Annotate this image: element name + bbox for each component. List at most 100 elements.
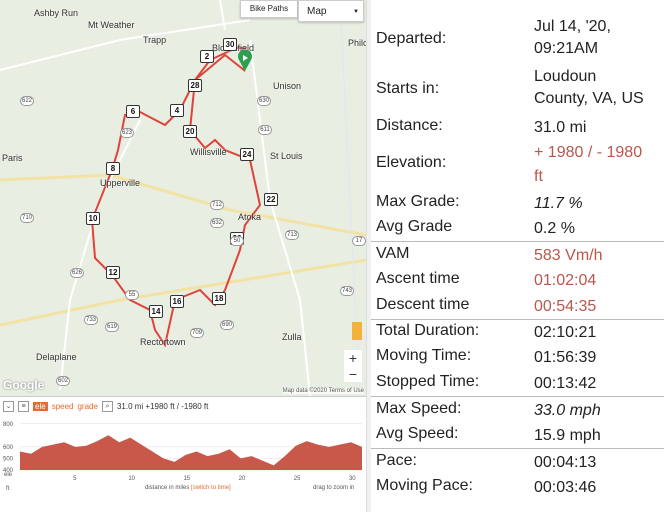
departed-value-line1: Jul 14, '20,	[534, 18, 611, 35]
vam-value: 583 Vm/h	[534, 247, 603, 264]
road-shield: 630	[257, 96, 271, 106]
route-marker[interactable]: 18	[212, 292, 226, 305]
town-label: Rectortown	[140, 337, 186, 347]
collapse-icon[interactable]: ⌄	[3, 400, 14, 412]
elevation-area	[20, 435, 362, 470]
max-speed-label: Max Speed:	[376, 400, 462, 417]
route-marker[interactable]: 16	[170, 295, 184, 308]
x-tick-label: 20	[239, 476, 246, 482]
road-shield: 623	[120, 128, 134, 138]
ascent-time-label: Ascent time	[376, 270, 460, 287]
max-grade-label: Max Grade:	[376, 193, 460, 210]
elevation-chart[interactable]: 800 600 500 400 5 10 15 20 25 30 ele ft distance…	[0, 414, 366, 512]
avg-grade-value: 0.2 %	[534, 220, 575, 237]
road-shield: 710	[20, 213, 34, 223]
chevron-down-icon: ▼	[353, 9, 359, 15]
stopped-time-value: 00:13:42	[534, 375, 597, 392]
x-tick-label: 25	[294, 476, 301, 482]
descent-time-value: 00:54:35	[534, 298, 597, 315]
town-label: Upperville	[100, 178, 141, 188]
town-label: St Louis	[270, 151, 303, 161]
town-label: Paris	[2, 153, 23, 163]
starts-value-line2: County, VA, US	[534, 90, 644, 107]
separator	[371, 319, 664, 320]
y-tick-label: 800	[3, 422, 14, 428]
route-marker[interactable]: 6	[126, 105, 140, 118]
total-duration-value: 02:10:21	[534, 324, 597, 341]
toggle-speed[interactable]: speed	[51, 401, 74, 411]
zoom-out-button[interactable]: −	[344, 366, 362, 382]
road-shield: 17	[352, 236, 366, 246]
moving-time-value: 01:56:39	[534, 349, 597, 366]
stats-panel: Departed: Jul 14, '20, 09:21AM Starts in…	[371, 0, 664, 512]
route-marker[interactable]: 2	[200, 50, 214, 63]
route-map[interactable]: Ashby Run Mt Weather Trapp Bloomfield Ph…	[0, 0, 366, 396]
descent-time-label: Descent time	[376, 296, 470, 313]
departed-value-line2: 09:21AM	[534, 40, 599, 57]
x-axis-caption: distance in miles [switch to time]	[145, 485, 231, 491]
road-shield: 632	[210, 218, 224, 228]
route-marker[interactable]: 10	[86, 212, 100, 225]
road-shield: 709	[190, 328, 204, 338]
route-marker[interactable]: 4	[170, 104, 184, 117]
stopped-time-label: Stopped Time:	[376, 373, 480, 390]
road-shield: 712	[210, 200, 224, 210]
vam-label: VAM	[376, 245, 410, 262]
street-view-pegman-icon[interactable]	[350, 322, 362, 340]
road-shield: 50	[230, 236, 244, 246]
zoom-in-button[interactable]: +	[344, 350, 362, 366]
y-tick-label: 500	[3, 456, 14, 462]
elevation-value-line2: ft	[534, 168, 543, 185]
avg-grade-label: Avg Grade	[376, 218, 453, 235]
map-type-label: Map	[307, 6, 327, 17]
town-label: Atoka	[238, 212, 262, 222]
road-shield: 602	[56, 376, 70, 386]
google-logo: Google	[3, 378, 45, 392]
separator	[371, 241, 664, 242]
x-tick-label: 5	[73, 476, 77, 482]
route-marker[interactable]: 20	[183, 125, 197, 138]
route-marker[interactable]: 30	[223, 38, 237, 51]
zoom-icon[interactable]: ⌕	[101, 400, 113, 412]
route-marker[interactable]: 14	[149, 305, 163, 318]
route-marker[interactable]: 24	[240, 148, 254, 161]
route-marker[interactable]: 22	[264, 193, 278, 206]
bike-paths-button[interactable]: Bike Paths	[240, 0, 298, 18]
profile-toolbar: ⌄ ≡ ele speed grade ⌕ 31.0 mi +1980 ft /…	[0, 396, 366, 415]
avg-speed-value: 15.9 mph	[534, 427, 601, 444]
map-attribution[interactable]: Map data ©2020 Terms of Use	[282, 388, 364, 394]
road-shield: 713	[285, 230, 299, 240]
toggle-grade[interactable]: grade	[77, 401, 98, 411]
road-shield: 622	[20, 96, 34, 106]
avg-speed-label: Avg Speed:	[376, 425, 459, 442]
x-unit-label: ele	[4, 472, 13, 478]
road-shield: 626	[70, 268, 84, 278]
route-marker[interactable]: 8	[106, 162, 120, 175]
ascent-time-value: 01:02:04	[534, 272, 597, 289]
town-label: Trapp	[143, 35, 167, 45]
pace-label: Pace:	[376, 452, 417, 469]
start-flag-icon[interactable]	[237, 50, 253, 72]
map-type-select[interactable]: Map ▼	[298, 0, 364, 22]
distance-value: 31.0 mi	[534, 119, 587, 136]
road-shield: 611	[258, 125, 272, 135]
route-marker[interactable]: 12	[106, 266, 120, 279]
route-marker[interactable]: 28	[188, 79, 202, 92]
departed-label: Departed:	[376, 30, 447, 47]
separator	[371, 396, 664, 397]
x-tick-label: 15	[183, 476, 190, 482]
max-speed-value: 33.0 mph	[534, 402, 601, 419]
panel-divider[interactable]	[366, 0, 371, 512]
elevation-value-line1: + 1980 / - 1980	[534, 144, 643, 161]
toggle-ele[interactable]: ele	[33, 401, 48, 411]
departed-row: Departed: Jul 14, '20, 09:21AM	[371, 16, 664, 58]
elevation-label: Elevation:	[376, 154, 447, 171]
x-tick-label: 10	[128, 476, 135, 482]
pace-value: 00:04:13	[534, 454, 597, 471]
starts-label: Starts in:	[376, 80, 440, 97]
y-unit-label: ft	[6, 486, 10, 492]
separator	[371, 448, 664, 449]
menu-icon[interactable]: ≡	[18, 400, 29, 412]
moving-time-label: Moving Time:	[376, 347, 472, 364]
elevation-profile[interactable]: 800 600 500 400 5 10 15 20 25 30 ele ft distance…	[0, 414, 366, 512]
